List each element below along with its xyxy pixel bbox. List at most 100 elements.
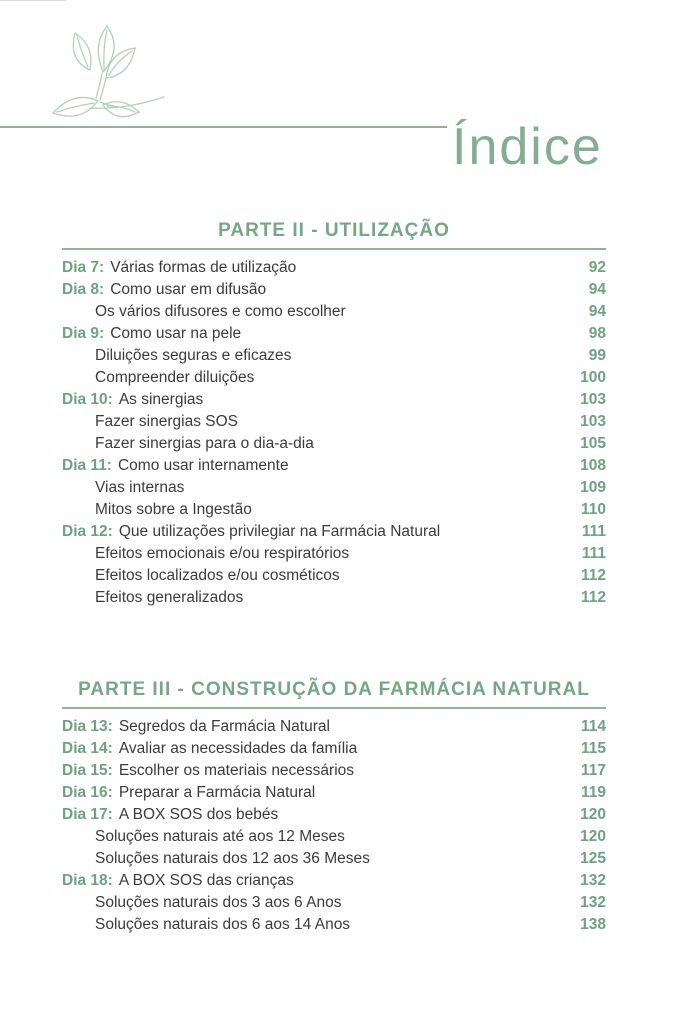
toc-entry-page-number: 120 [580, 806, 606, 823]
toc-entry-page-number: 112 [580, 589, 606, 606]
toc-entry: Dia 18: A BOX SOS das crianças 132 [62, 870, 606, 892]
toc-entry: Dia 13: Segredos da Farmácia Natural 114 [62, 716, 606, 738]
toc-entry-title: Efeitos localizados e/ou cosméticos [95, 567, 340, 584]
toc-entry-title: Soluções naturais dos 6 aos 14 Anos [95, 916, 351, 933]
section-entries: Dia 13: Segredos da Farmácia Natural 114 Di… [62, 716, 606, 936]
toc-entry-title: Compreender diluições [95, 369, 255, 386]
toc-entry: Dia 10: As sinergias 103 [62, 389, 606, 411]
toc-entry: Dia 16: Preparar a Farmácia Natural 119 [62, 782, 606, 804]
toc-entry-title: Soluções naturais dos 3 aos 6 Anos [95, 894, 342, 911]
toc-entry: Efeitos emocionais e/ou respiratórios 111 [62, 543, 606, 565]
toc-entry-page-number: 103 [580, 413, 606, 430]
toc-entry-day-label: Dia 16: [62, 784, 113, 801]
toc-entry-page-number: 111 [581, 545, 606, 562]
toc-entry-page-number: 112 [580, 567, 606, 584]
botanical-leaves-icon [51, 24, 165, 118]
toc-entry-title: Soluções naturais dos 12 aos 36 Meses [95, 850, 370, 867]
section-heading: PARTE III - CONSTRUÇÃO DA FARMÁCIA NATUR… [62, 678, 606, 709]
toc-entry-title: Os vários difusores e como escolher [95, 303, 346, 320]
toc-entry-day-label: Dia 9: [62, 325, 105, 342]
toc-entry-title: Como usar na pele [110, 325, 242, 342]
toc-entry: Os vários difusores e como escolher 94 [62, 301, 606, 323]
toc-entry-page-number: 109 [580, 479, 606, 496]
toc-entry-page-number: 94 [588, 303, 606, 320]
toc-entry: Dia 17: A BOX SOS dos bebés 120 [62, 804, 606, 826]
toc-entry-day-label: Dia 18: [62, 872, 113, 889]
toc-entry-title: Como usar em difusão [110, 281, 267, 298]
toc-section: PARTE III - CONSTRUÇÃO DA FARMÁCIA NATUR… [62, 678, 606, 936]
toc-entry-page-number: 132 [580, 894, 606, 911]
toc-entry-day-label: Dia 13: [62, 718, 113, 735]
toc-entry-title: Soluções naturais até aos 12 Meses [95, 828, 345, 845]
page-edge-artifact [0, 0, 66, 1]
toc-entry-title: Fazer sinergias SOS [95, 413, 238, 430]
toc-entry: Soluções naturais dos 3 aos 6 Anos 132 [62, 892, 606, 914]
toc-entry-day-label: Dia 7: [62, 259, 105, 276]
toc-entry-page-number: 105 [580, 435, 606, 452]
toc-entry: Compreender diluições 100 [62, 367, 606, 389]
toc-entry: Fazer sinergias SOS 103 [62, 411, 606, 433]
toc-entry-day-label: Dia 8: [62, 281, 105, 298]
toc-entry-page-number: 125 [580, 850, 606, 867]
toc-entry: Efeitos localizados e/ou cosméticos 112 [62, 565, 606, 587]
toc-entry-day-label: Dia 15: [62, 762, 113, 779]
toc-entry: Dia 11: Como usar internamente 108 [62, 455, 606, 477]
toc-entry-page-number: 108 [580, 457, 606, 474]
toc-entry-page-number: 100 [580, 369, 606, 386]
header-rule [0, 126, 447, 128]
toc-sections: PARTE II - UTILIZAÇÃO Dia 7: Várias formas… [62, 219, 606, 936]
toc-entry-title: Efeitos generalizados [95, 589, 244, 606]
toc-entry-title: Várias formas de utilização [110, 259, 297, 276]
section-heading: PARTE II - UTILIZAÇÃO [62, 219, 606, 250]
toc-entry: Dia 8: Como usar em difusão 94 [62, 279, 606, 301]
toc-section: PARTE II - UTILIZAÇÃO Dia 7: Várias formas… [62, 219, 606, 609]
toc-entry-page-number: 115 [580, 740, 606, 757]
toc-entry: Dia 7: Várias formas de utilização 92 [62, 257, 606, 279]
toc-entry: Fazer sinergias para o dia-a-dia 105 [62, 433, 606, 455]
toc-entry-day-label: Dia 14: [62, 740, 113, 757]
toc-entry-page-number: 98 [588, 325, 606, 342]
toc-entry: Dia 15: Escolher os materiais necessários… [62, 760, 606, 782]
toc-entry-day-label: Dia 12: [62, 523, 113, 540]
toc-entry-title: Vias internas [95, 479, 185, 496]
toc-entry-page-number: 138 [580, 916, 606, 933]
toc-entry-title: Segredos da Farmácia Natural [118, 718, 330, 735]
toc-entry-title: Preparar a Farmácia Natural [118, 784, 316, 801]
toc-entry: Vias internas 109 [62, 477, 606, 499]
toc-entry-page-number: 110 [580, 501, 606, 518]
section-entries: Dia 7: Várias formas de utilização 92 Dia 8… [62, 257, 606, 609]
toc-entry-title: Avaliar as necessidades da família [118, 740, 358, 757]
toc-entry-page-number: 99 [588, 347, 606, 364]
toc-entry-page-number: 103 [580, 391, 606, 408]
toc-entry: Mitos sobre a Ingestão 110 [62, 499, 606, 521]
page-title: Índice [452, 117, 603, 176]
toc-entry-day-label: Dia 11: [62, 457, 112, 474]
toc-entry-day-label: Dia 10: [62, 391, 113, 408]
toc-entry-title: Como usar internamente [117, 457, 289, 474]
toc-entry-page-number: 117 [580, 762, 606, 779]
toc-entry: Diluições seguras e eficazes 99 [62, 345, 606, 367]
toc-entry-title: Que utilizações privilegiar na Farmácia … [118, 523, 441, 540]
toc-entry-title: A BOX SOS das crianças [118, 872, 294, 889]
toc-entry: Dia 12: Que utilizações privilegiar na Fa… [62, 521, 606, 543]
toc-entry: Soluções naturais dos 12 aos 36 Meses 125 [62, 848, 606, 870]
toc-entry: Soluções naturais até aos 12 Meses 120 [62, 826, 606, 848]
toc-entry-title: As sinergias [118, 391, 204, 408]
toc-entry-page-number: 92 [588, 259, 606, 276]
toc-entry-page-number: 132 [580, 872, 606, 889]
toc-entry-page-number: 111 [581, 523, 606, 540]
toc-entry-page-number: 120 [580, 828, 606, 845]
toc-entry-title: Escolher os materiais necessários [118, 762, 355, 779]
toc-entry: Dia 14: Avaliar as necessidades da famíli… [62, 738, 606, 760]
toc-entry-title: A BOX SOS dos bebés [118, 806, 279, 823]
toc-entry: Dia 9: Como usar na pele 98 [62, 323, 606, 345]
toc-entry-day-label: Dia 17: [62, 806, 113, 823]
toc-entry-title: Fazer sinergias para o dia-a-dia [95, 435, 314, 452]
toc-entry-title: Efeitos emocionais e/ou respiratórios [95, 545, 350, 562]
toc-entry-page-number: 114 [580, 718, 606, 735]
toc-entry-page-number: 94 [588, 281, 606, 298]
toc-entry-page-number: 119 [580, 784, 606, 801]
toc-entry-title: Diluições seguras e eficazes [95, 347, 292, 364]
toc-entry: Efeitos generalizados 112 [62, 587, 606, 609]
